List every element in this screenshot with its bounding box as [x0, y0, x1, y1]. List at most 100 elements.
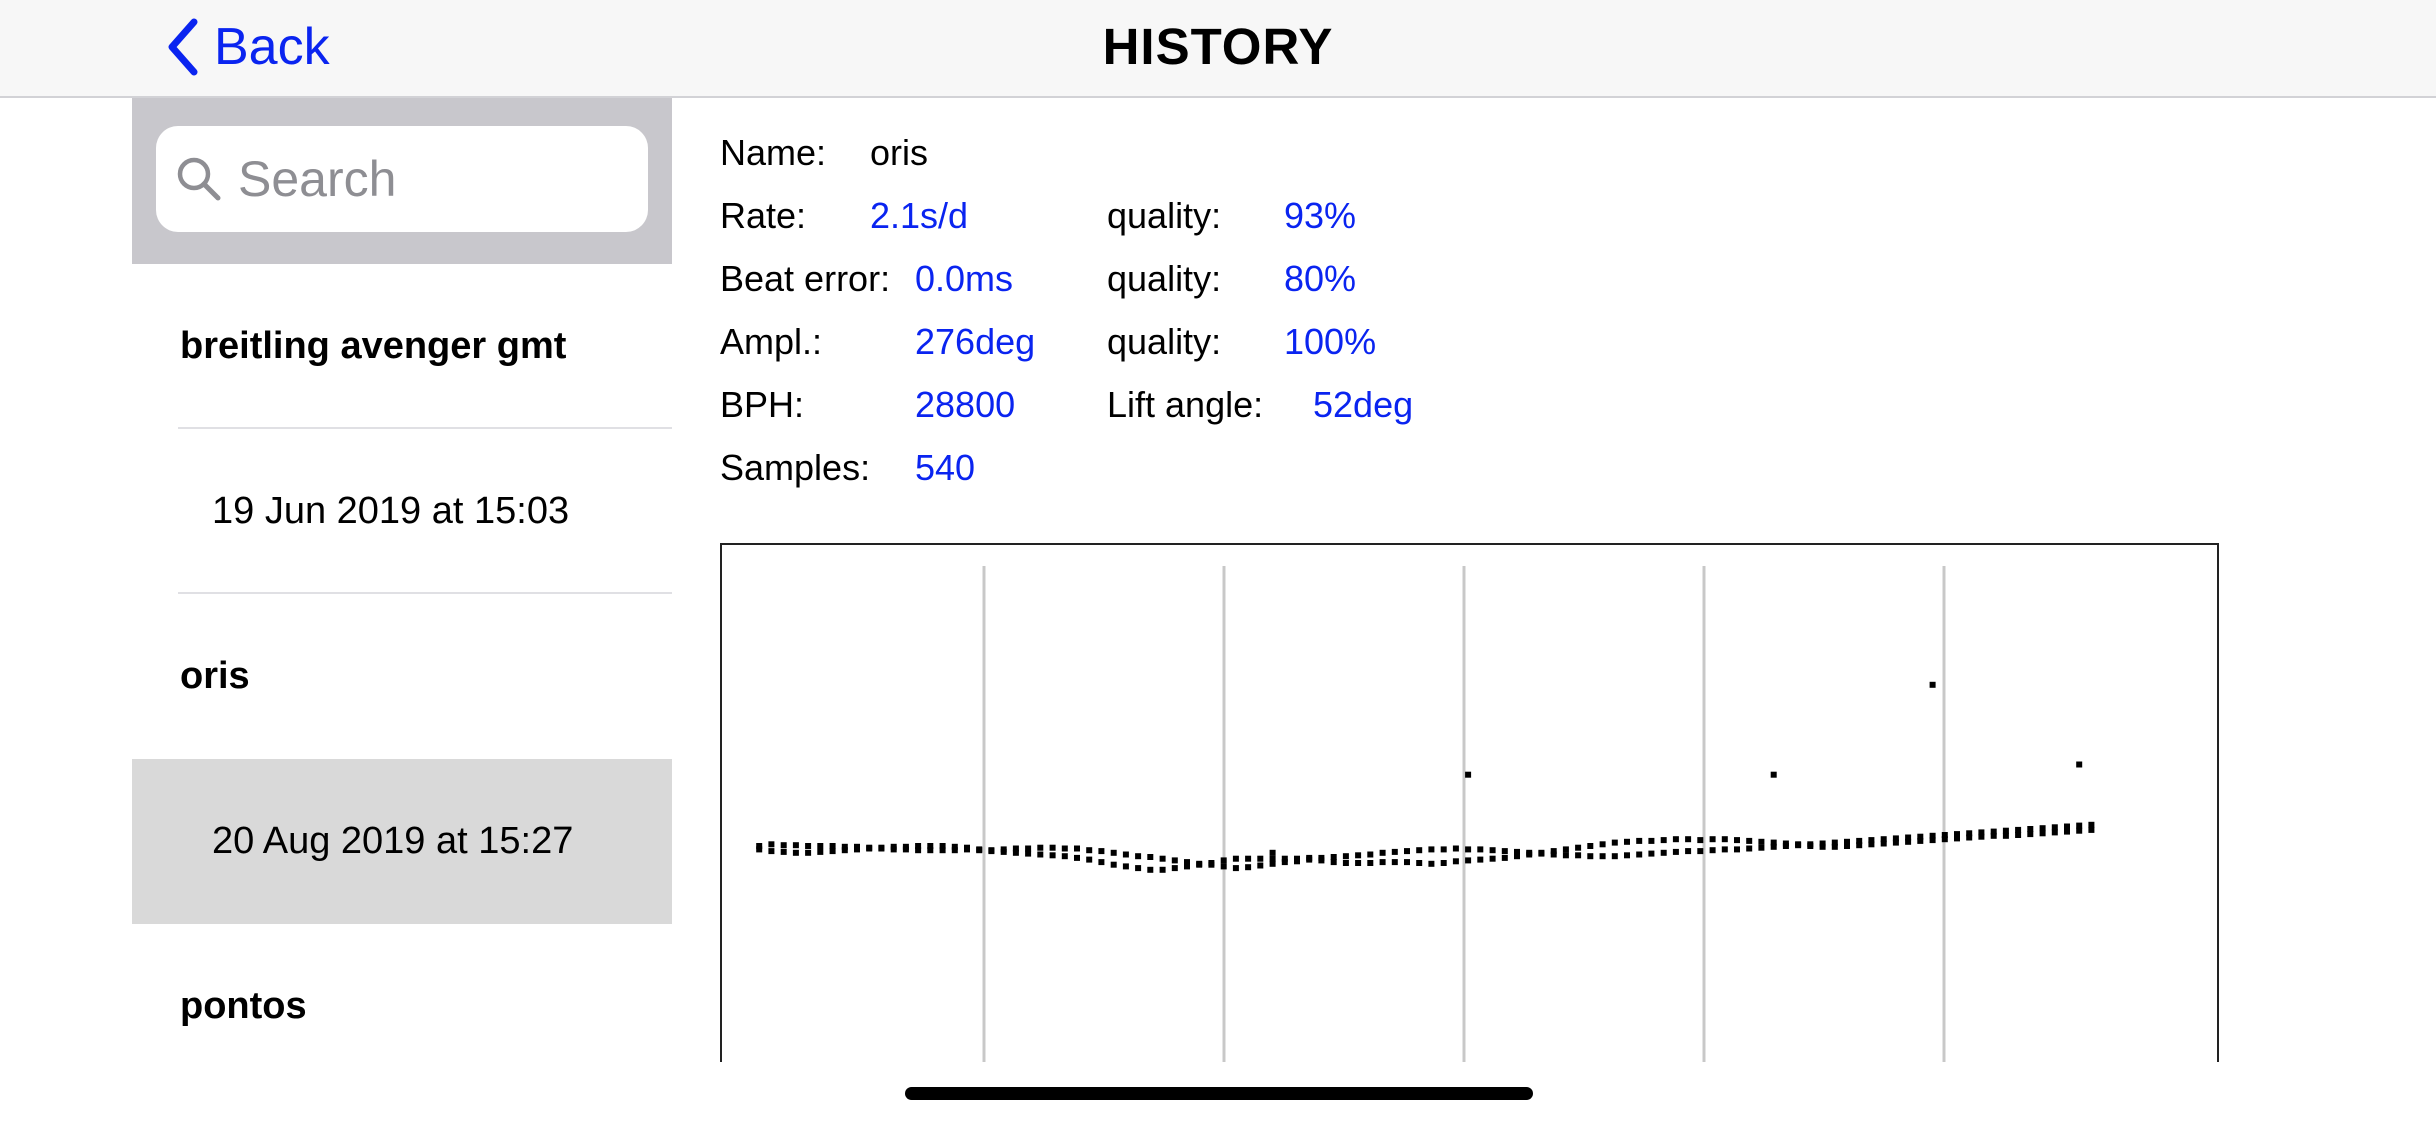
chart-point [1954, 835, 1960, 842]
chart-point [1061, 845, 1068, 852]
list-section-header[interactable]: breitling avenger gmt [132, 264, 672, 429]
chart-point [1672, 836, 1679, 843]
chart-point [988, 848, 995, 855]
chart-point [2015, 832, 2022, 838]
chart-point [1550, 851, 1557, 858]
chart-point [902, 843, 909, 850]
chart-point [1269, 860, 1276, 867]
chart-point [1856, 842, 1863, 849]
list-item[interactable]: 19 Jun 2019 at 15:03 [132, 429, 672, 594]
back-button[interactable]: Back [166, 14, 330, 80]
chart-point [1941, 832, 1948, 838]
chart-point [951, 843, 958, 850]
amplitude-label: Ampl.: [720, 321, 823, 362]
chart-point [1501, 854, 1508, 861]
chart-point [1049, 844, 1056, 851]
chart-point [841, 847, 848, 854]
chart-point [1624, 852, 1630, 859]
chart-point [1404, 848, 1410, 855]
navigation-bar: Back HISTORY [0, 0, 2436, 98]
chart-point [1025, 845, 1032, 852]
chart-point [1342, 853, 1349, 860]
chart-point [2076, 822, 2083, 829]
chart-point [1489, 855, 1496, 862]
chart-point [1159, 855, 1166, 862]
chart-point [1428, 846, 1435, 853]
chart-point [841, 843, 848, 850]
chart-point [1367, 860, 1374, 866]
chart-point [927, 843, 934, 849]
chart-point [1257, 855, 1264, 862]
chart-point [1892, 839, 1899, 846]
chart-point [2051, 829, 2058, 836]
rate-quality-label: quality: [1107, 195, 1222, 236]
chart-point [1905, 834, 1912, 841]
chart-point [1587, 853, 1594, 860]
chart-point [1012, 849, 1019, 856]
chart-point [2088, 821, 2095, 828]
chart-point [1611, 839, 1618, 846]
rate-graph [720, 542, 2220, 1062]
chart-point [1220, 857, 1227, 864]
chart-point [1135, 853, 1142, 860]
chart-point [2088, 826, 2095, 833]
chart-point [1037, 851, 1044, 858]
chart-point [1917, 833, 1924, 840]
chart-point [1477, 846, 1484, 853]
home-indicator[interactable] [905, 1087, 1533, 1100]
chart-point [1819, 840, 1826, 847]
chart-point [805, 849, 812, 856]
chart-point [1905, 838, 1912, 845]
chart-point [1636, 837, 1643, 844]
chart-point [1208, 860, 1215, 866]
chart-point [1966, 830, 1973, 837]
chart-point [1868, 837, 1875, 844]
chart-point [1232, 865, 1239, 872]
chart-point [2015, 826, 2022, 833]
chart-point [1892, 835, 1899, 842]
chart-point [1232, 855, 1239, 862]
chart-point [768, 841, 775, 848]
chart-point [1416, 860, 1423, 866]
amplitude-value: 276deg [915, 321, 1036, 362]
chart-point [1196, 861, 1203, 868]
chart-point [927, 847, 934, 854]
search-icon [177, 157, 221, 201]
chart-point [1929, 832, 1936, 839]
search-input[interactable] [236, 149, 620, 209]
chart-point [1465, 771, 1472, 778]
chart-point [1807, 841, 1814, 848]
search-field[interactable] [156, 126, 648, 232]
chart-point [1220, 863, 1227, 870]
list-section-header[interactable]: pontos [132, 924, 672, 1089]
chart-point [1355, 852, 1362, 859]
chart-point [1941, 836, 1948, 843]
chart-point [805, 843, 812, 849]
chart-point [1110, 849, 1117, 856]
watch-name: oris [180, 655, 250, 697]
chart-point [1098, 859, 1105, 866]
chart-point [1770, 839, 1777, 846]
list-section-header[interactable]: oris [132, 594, 672, 759]
chart-point [1147, 854, 1154, 860]
chart-point [1171, 865, 1178, 872]
chart-point [1831, 843, 1838, 850]
chart-point [1049, 852, 1056, 859]
chart-point [1562, 846, 1569, 853]
list-item-selected[interactable]: 20 Aug 2019 at 15:27 [132, 759, 672, 924]
chart-point [1648, 850, 1655, 857]
chart-point [1391, 859, 1398, 866]
chart-point [939, 847, 946, 854]
chart-point [1294, 855, 1300, 862]
chart-point [1465, 846, 1472, 853]
chart-point [1990, 828, 1997, 835]
chart-point [1917, 837, 1924, 844]
chart-point [2076, 761, 2083, 768]
chart-point [1489, 847, 1496, 854]
chart-point [1526, 849, 1533, 856]
chart-point [854, 846, 860, 853]
chart-point [1135, 865, 1142, 872]
chart-point [1514, 853, 1520, 860]
chart-point [976, 846, 983, 853]
chart-point [1758, 844, 1765, 851]
